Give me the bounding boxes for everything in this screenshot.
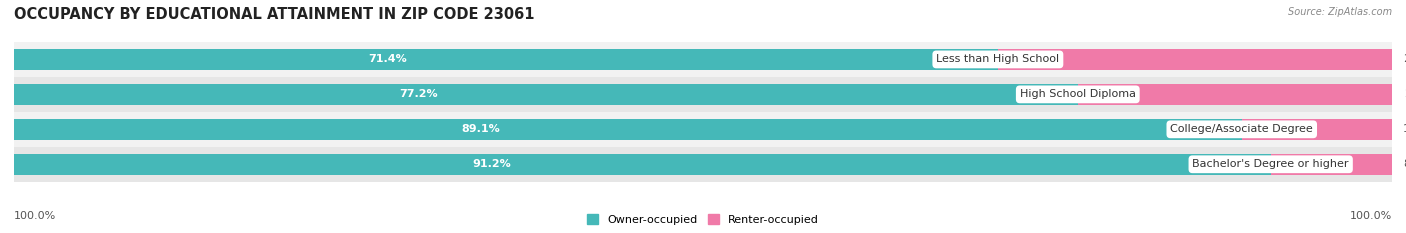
Text: 28.6%: 28.6%	[1403, 55, 1406, 64]
Bar	[14, 112, 1392, 147]
Bar	[14, 119, 1241, 140]
Text: 89.1%: 89.1%	[461, 124, 501, 134]
Bar	[14, 147, 1392, 182]
Text: 8.8%: 8.8%	[1403, 159, 1406, 169]
Bar	[14, 84, 1078, 105]
Bar	[1078, 84, 1393, 105]
Text: 91.2%: 91.2%	[472, 159, 510, 169]
Text: College/Associate Degree: College/Associate Degree	[1170, 124, 1313, 134]
Bar	[1271, 154, 1392, 175]
Bar	[14, 49, 998, 70]
Text: OCCUPANCY BY EDUCATIONAL ATTAINMENT IN ZIP CODE 23061: OCCUPANCY BY EDUCATIONAL ATTAINMENT IN Z…	[14, 7, 534, 22]
Bar	[14, 42, 1392, 77]
Text: 10.9%: 10.9%	[1403, 124, 1406, 134]
Text: 77.2%: 77.2%	[399, 89, 437, 99]
Legend: Owner-occupied, Renter-occupied: Owner-occupied, Renter-occupied	[582, 210, 824, 229]
Bar	[998, 49, 1392, 70]
Text: 71.4%: 71.4%	[368, 55, 408, 64]
Text: 22.9%: 22.9%	[1405, 89, 1406, 99]
Text: 100.0%: 100.0%	[1350, 211, 1392, 221]
Text: 100.0%: 100.0%	[14, 211, 56, 221]
Bar	[14, 154, 1271, 175]
Text: Source: ZipAtlas.com: Source: ZipAtlas.com	[1288, 7, 1392, 17]
Text: High School Diploma: High School Diploma	[1019, 89, 1136, 99]
Text: Less than High School: Less than High School	[936, 55, 1060, 64]
Text: Bachelor's Degree or higher: Bachelor's Degree or higher	[1192, 159, 1348, 169]
Bar	[14, 77, 1392, 112]
Bar	[1241, 119, 1392, 140]
